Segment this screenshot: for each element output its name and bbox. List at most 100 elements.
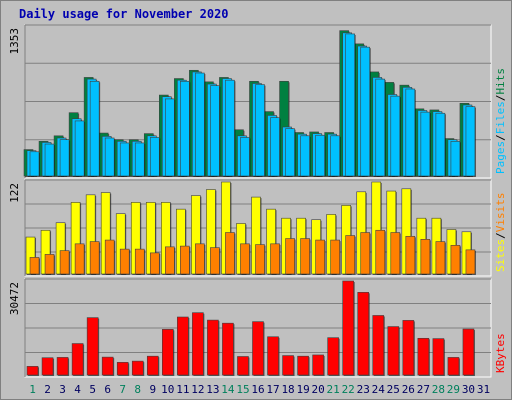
- bar-pages-day-24: [375, 78, 386, 177]
- legend-separator: /: [494, 232, 507, 239]
- bar-kbytes-day-8: [131, 360, 144, 376]
- bar-pages-day-28: [435, 112, 446, 177]
- bar-kbytes-day-2: [41, 357, 54, 376]
- bar-kbytes-day-3: [56, 357, 69, 376]
- x-tick-day-16: 16: [251, 383, 264, 396]
- bar-kbytes-day-28: [432, 338, 445, 376]
- x-tick-day-10: 10: [161, 383, 174, 396]
- legend-pages: Pages: [494, 141, 507, 174]
- bar-visits-day-26: [405, 235, 416, 275]
- x-tick-day-9: 9: [149, 383, 156, 396]
- bar-kbytes-day-29: [447, 357, 460, 376]
- y-max-label: 122: [8, 183, 21, 203]
- bar-visits-day-30: [465, 249, 476, 275]
- bar-visits-day-25: [390, 232, 401, 275]
- bar-kbytes-day-6: [101, 356, 114, 376]
- bar-pages-day-30: [465, 106, 476, 177]
- bar-pages-day-23: [360, 46, 371, 177]
- bar-kbytes-day-9: [146, 355, 159, 376]
- x-tick-day-5: 5: [89, 383, 96, 396]
- bar-visits-day-13: [210, 247, 220, 275]
- x-tick-day-27: 27: [417, 383, 430, 396]
- bar-kbytes-day-22: [342, 280, 354, 376]
- x-tick-day-20: 20: [312, 383, 325, 396]
- bar-pages-day-26: [405, 88, 416, 177]
- bar-pages-day-1: [29, 151, 40, 177]
- bar-pages-day-12: [195, 72, 205, 177]
- bar-kbytes-day-1: [26, 366, 39, 376]
- bar-visits-day-14: [225, 232, 235, 275]
- bar-visits-day-5: [89, 241, 100, 275]
- bar-kbytes-day-20: [312, 354, 324, 376]
- series-legend: Pages/Files/Hits: [494, 68, 507, 174]
- legend-visits: Visits: [494, 193, 507, 233]
- bar-visits-day-3: [59, 250, 70, 275]
- bar-visits-day-8: [134, 248, 145, 275]
- bar-visits-day-10: [165, 246, 175, 275]
- bar-visits-day-2: [44, 254, 55, 275]
- bar-pages-day-5: [89, 80, 100, 177]
- bar-visits-day-28: [435, 241, 446, 275]
- x-tick-day-23: 23: [357, 383, 370, 396]
- x-tick-day-28: 28: [432, 383, 445, 396]
- bar-kbytes-day-24: [372, 315, 385, 376]
- legend-sites: Sites: [494, 239, 507, 272]
- bar-kbytes-day-18: [282, 355, 294, 376]
- bar-visits-day-27: [420, 239, 431, 275]
- y-max-label: 1353: [8, 28, 21, 55]
- bar-visits-day-7: [119, 248, 130, 275]
- bar-kbytes-day-5: [86, 317, 99, 376]
- bar-pages-day-19: [300, 135, 310, 177]
- x-tick-day-6: 6: [104, 383, 111, 396]
- bar-pages-day-27: [420, 111, 431, 177]
- bar-kbytes-day-4: [71, 343, 84, 376]
- bar-pages-day-17: [270, 117, 280, 177]
- x-tick-day-29: 29: [447, 383, 460, 396]
- x-tick-day-13: 13: [206, 383, 219, 396]
- bar-visits-day-29: [450, 245, 461, 275]
- bar-visits-day-4: [74, 243, 85, 275]
- x-tick-day-19: 19: [296, 383, 309, 396]
- bar-kbytes-day-26: [402, 320, 415, 376]
- bar-kbytes-day-27: [417, 337, 430, 376]
- bar-pages-day-8: [134, 142, 145, 177]
- bar-kbytes-day-19: [297, 355, 309, 376]
- x-tick-day-30: 30: [462, 383, 475, 396]
- bar-visits-day-11: [180, 245, 190, 275]
- bar-visits-day-12: [195, 243, 205, 275]
- bar-visits-day-16: [255, 244, 265, 275]
- x-tick-day-26: 26: [402, 383, 415, 396]
- x-tick-day-8: 8: [134, 383, 141, 396]
- bar-visits-day-6: [104, 239, 115, 275]
- bar-pages-day-20: [315, 134, 325, 177]
- y-max-label: 30472: [8, 282, 21, 315]
- bar-pages-day-3: [59, 139, 70, 177]
- bar-visits-day-17: [270, 243, 280, 275]
- bar-kbytes-day-14: [222, 322, 234, 376]
- bar-visits-day-20: [315, 239, 325, 275]
- chart-title: Daily usage for November 2020: [19, 7, 229, 21]
- bar-pages-day-13: [210, 85, 220, 177]
- bar-kbytes-day-7: [116, 362, 129, 376]
- bar-kbytes-day-25: [387, 326, 400, 376]
- series-legend: KBytes: [494, 333, 507, 373]
- x-tick-day-17: 17: [266, 383, 279, 396]
- x-tick-day-7: 7: [119, 383, 126, 396]
- legend-separator: /: [494, 134, 507, 141]
- bar-pages-day-6: [104, 137, 115, 177]
- x-tick-day-12: 12: [191, 383, 204, 396]
- bar-visits-day-22: [345, 235, 355, 275]
- bar-visits-day-9: [149, 252, 160, 275]
- x-tick-day-4: 4: [74, 383, 81, 396]
- bar-visits-day-19: [300, 238, 310, 275]
- bar-pages-day-7: [119, 142, 130, 177]
- bar-kbytes-day-13: [207, 319, 219, 376]
- x-tick-day-2: 2: [44, 383, 51, 396]
- bar-pages-day-4: [74, 120, 85, 177]
- bar-pages-day-2: [44, 143, 55, 177]
- series-legend: Sites/Visits: [494, 193, 507, 273]
- bar-pages-day-22: [345, 33, 355, 177]
- bar-pages-day-10: [165, 98, 175, 177]
- bar-pages-day-18: [285, 128, 295, 177]
